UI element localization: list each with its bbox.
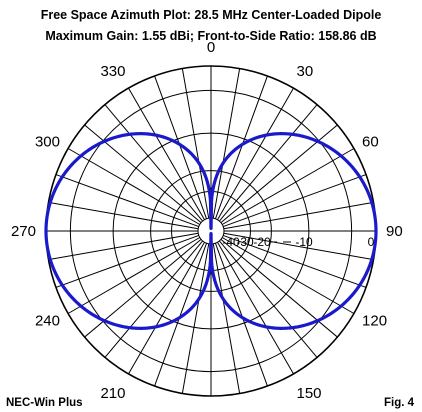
angle-label-330: 330 <box>100 63 125 80</box>
grid-spoke-250 <box>55 234 199 288</box>
grid-spoke-110 <box>223 234 367 288</box>
angle-label-150: 150 <box>297 385 322 402</box>
grid-spoke-340 <box>154 75 208 219</box>
grid-spoke-300 <box>67 148 200 225</box>
chart-title: Free Space Azimuth Plot: 28.5 MHz Center… <box>41 8 382 22</box>
grid-spoke-230 <box>84 238 202 338</box>
db-label-20: -20 <box>253 235 271 249</box>
chart-subtitle: Maximum Gain: 1.55 dBi; Front-to-Side Ra… <box>45 29 376 43</box>
grid-spoke-140 <box>218 240 318 358</box>
grid-spoke-120 <box>222 237 355 314</box>
grid-spoke-70 <box>223 174 367 228</box>
grid-spoke-200 <box>154 243 208 387</box>
angle-label-210: 210 <box>100 385 125 402</box>
angle-labels: 0 30 60 90 120 150 180 210 240 270 300 330 <box>11 39 403 412</box>
grid-spoke-240 <box>67 237 200 314</box>
grid-spoke-40 <box>218 104 318 222</box>
angle-label-300: 300 <box>35 134 60 151</box>
grid-spoke-80 <box>223 201 374 230</box>
angle-label-60: 60 <box>362 134 379 151</box>
grid-spoke-20 <box>214 75 268 219</box>
db-label-10: -10 <box>295 235 313 249</box>
pattern-lobe-east <box>209 132 378 330</box>
radiation-pattern <box>44 132 378 330</box>
grid-spoke-280 <box>48 201 199 230</box>
grid-spoke-160 <box>214 243 268 387</box>
angle-label-30: 30 <box>297 63 314 80</box>
db-label-0: 0 <box>368 235 375 249</box>
grid-spoke-320 <box>104 104 204 222</box>
grid-spoke-130 <box>220 238 338 338</box>
angle-label-90: 90 <box>386 223 403 240</box>
grid-spoke-330 <box>128 87 205 220</box>
grid-spoke-50 <box>220 124 338 224</box>
grid-spoke-10 <box>212 68 241 219</box>
db-label-40: -40 <box>222 235 240 249</box>
angle-label-0: 0 <box>207 39 215 56</box>
software-label: NEC-Win Plus <box>6 397 83 409</box>
angle-label-180: 180 <box>198 409 223 412</box>
angle-label-270: 270 <box>11 223 36 240</box>
grid-spoke-220 <box>104 240 204 358</box>
grid-spoke-170 <box>212 243 241 394</box>
polar-grid <box>45 65 377 397</box>
grid-spoke-290 <box>55 174 199 228</box>
grid-spoke-60 <box>222 148 355 225</box>
grid-spoke-260 <box>48 232 199 261</box>
grid-spoke-190 <box>181 243 210 394</box>
angle-label-120: 120 <box>362 313 387 330</box>
grid-spoke-210 <box>128 242 205 375</box>
grid-spoke-350 <box>181 68 210 219</box>
db-label-30: -30 <box>236 235 254 249</box>
pattern-lobe-west <box>44 132 213 330</box>
grid-spoke-30 <box>217 87 294 220</box>
figure-label: Fig. 4 <box>384 397 415 409</box>
grid-spoke-150 <box>217 242 294 375</box>
grid-spoke-310 <box>84 124 202 224</box>
grid-spoke-100 <box>223 232 374 261</box>
angle-label-240: 240 <box>35 313 60 330</box>
db-scale-labels: -40-30 -20 -10 0 <box>222 235 374 249</box>
